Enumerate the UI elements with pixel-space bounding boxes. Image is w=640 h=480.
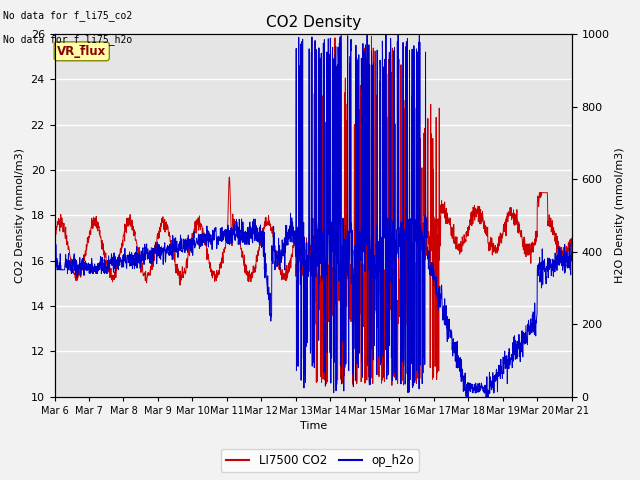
Y-axis label: H2O Density (mmol/m3): H2O Density (mmol/m3) bbox=[615, 147, 625, 283]
Text: VR_flux: VR_flux bbox=[57, 45, 106, 58]
Text: No data for f_li75_co2: No data for f_li75_co2 bbox=[3, 10, 132, 21]
Text: No data for f_li75_h2o: No data for f_li75_h2o bbox=[3, 34, 132, 45]
Title: CO2 Density: CO2 Density bbox=[266, 15, 361, 30]
Legend: LI7500 CO2, op_h2o: LI7500 CO2, op_h2o bbox=[221, 449, 419, 472]
X-axis label: Time: Time bbox=[300, 421, 327, 432]
Y-axis label: CO2 Density (mmol/m3): CO2 Density (mmol/m3) bbox=[15, 148, 25, 283]
